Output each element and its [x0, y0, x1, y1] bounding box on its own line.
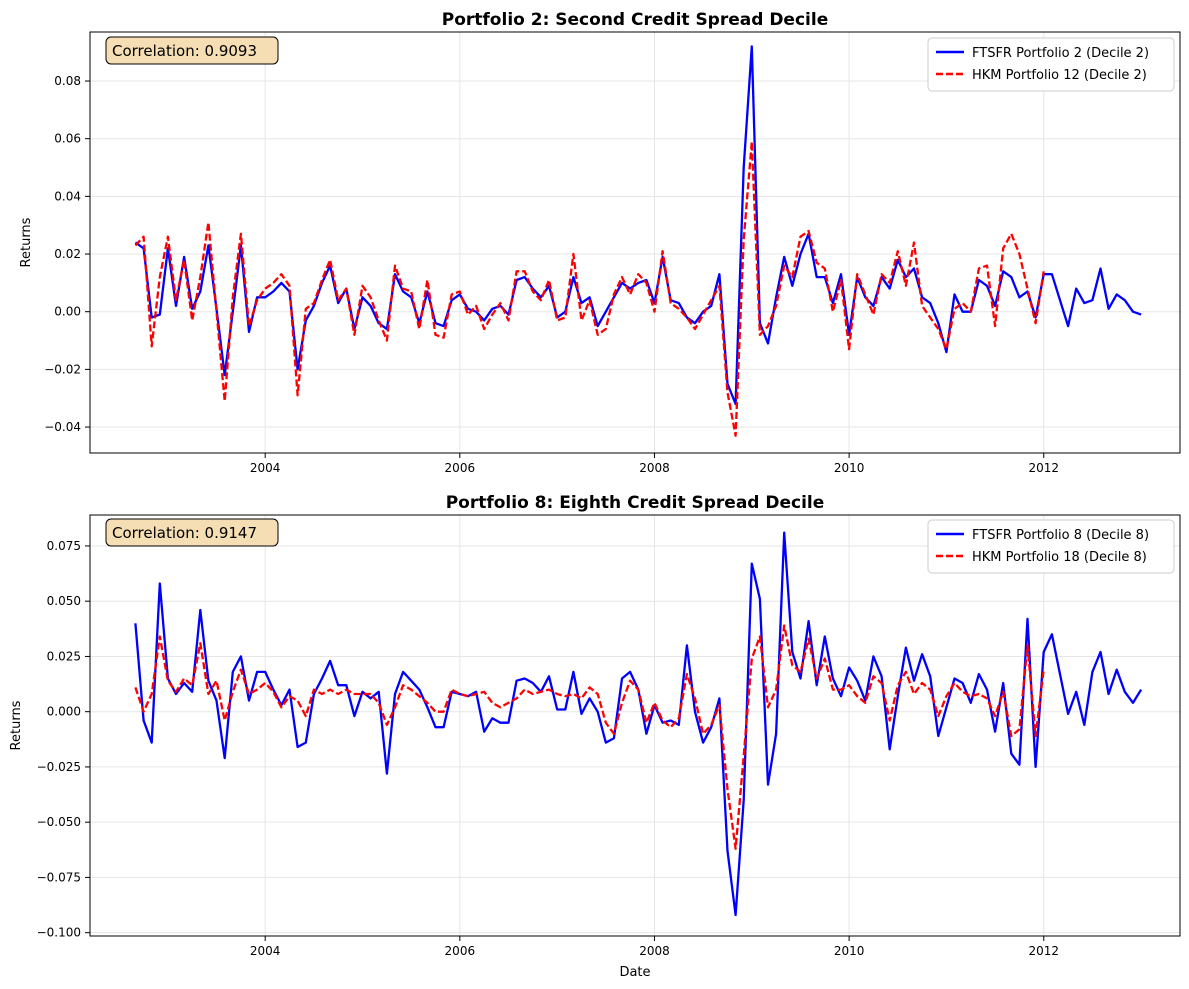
legend: FTSFR Portfolio 2 (Decile 2) HKM Portfol…	[927, 37, 1175, 92]
plot-frame	[89, 514, 1181, 937]
x-axis-label: Date	[619, 965, 650, 980]
annotation-box	[105, 518, 279, 547]
y-tick-label: −0.02	[44, 362, 81, 376]
x-tick-label: 2004	[250, 944, 281, 958]
x-tick-label: 2006	[445, 461, 476, 475]
chart-title: Portfolio 8: Eighth Credit Spread Decile	[446, 493, 825, 513]
chart-panel-1: Portfolio 2: Second Credit Spread Decile…	[19, 10, 1181, 475]
y-tick-label: −0.100	[37, 926, 81, 940]
x-tick-label: 2010	[834, 461, 865, 475]
y-tick-label: 0.050	[47, 594, 81, 608]
series-line-2	[134, 140, 1045, 437]
y-tick-label: 0.08	[54, 74, 81, 88]
legend-box	[927, 37, 1175, 92]
series-line-1	[134, 45, 1142, 406]
x-tick-label: 2008	[639, 944, 670, 958]
y-axis-label: Returns	[19, 217, 34, 267]
series-line-1	[134, 531, 1143, 917]
annotation-text: Correlation: 0.9093	[112, 42, 257, 60]
annotation-box	[105, 36, 279, 65]
x-tick-label: 2006	[445, 944, 476, 958]
y-tick-label: 0.025	[47, 649, 81, 663]
y-tick-label: 0.02	[54, 247, 81, 261]
legend: FTSFR Portfolio 8 (Decile 8) HKM Portfol…	[927, 519, 1175, 574]
x-tick-label: 2004	[250, 461, 281, 475]
y-tick-label: 0.06	[54, 132, 81, 146]
y-tick-label: 0.04	[54, 189, 81, 203]
y-tick-label: 0.000	[47, 705, 81, 719]
legend-label-series-1: FTSFR Portfolio 8 (Decile 8)	[972, 528, 1149, 543]
plot-frame	[89, 31, 1181, 454]
x-tick-label: 2012	[1028, 461, 1059, 475]
annotation-text: Correlation: 0.9147	[112, 524, 257, 542]
legend-box	[927, 519, 1175, 574]
series-line-2	[134, 624, 1045, 850]
correlation-annotation: Correlation: 0.9093	[105, 36, 279, 65]
y-tick-label: 0.00	[54, 305, 81, 319]
y-tick-label: −0.025	[37, 760, 81, 774]
y-tick-label: 0.075	[47, 539, 81, 553]
y-tick-label: −0.04	[44, 420, 81, 434]
y-tick-label: −0.075	[37, 870, 81, 884]
chart-title: Portfolio 2: Second Credit Spread Decile	[442, 10, 828, 30]
legend-label-series-2: HKM Portfolio 18 (Decile 8)	[972, 550, 1147, 565]
x-tick-label: 2008	[639, 461, 670, 475]
correlation-annotation: Correlation: 0.9147	[105, 518, 279, 547]
legend-label-series-1: FTSFR Portfolio 2 (Decile 2)	[972, 46, 1149, 61]
x-tick-label: 2012	[1028, 944, 1059, 958]
chart-panel-2: Portfolio 8: Eighth Credit Spread Decile…	[9, 493, 1181, 980]
y-axis-label: Returns	[9, 700, 24, 750]
x-tick-label: 2010	[834, 944, 865, 958]
y-tick-label: −0.050	[37, 815, 81, 829]
legend-label-series-2: HKM Portfolio 12 (Decile 2)	[972, 68, 1147, 83]
